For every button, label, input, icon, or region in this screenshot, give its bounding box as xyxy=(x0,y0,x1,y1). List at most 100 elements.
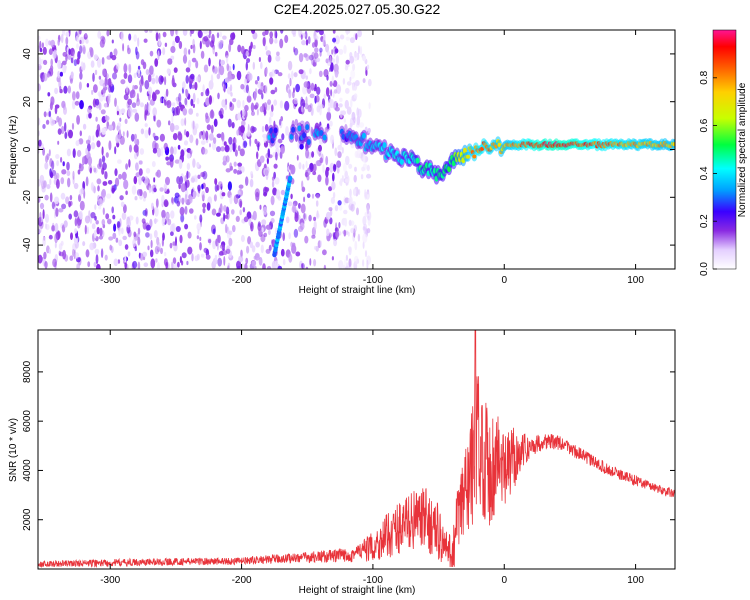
noise-speckle xyxy=(47,92,51,97)
noise-speckle xyxy=(338,260,344,269)
noise-speckle xyxy=(180,213,185,223)
noise-speckle xyxy=(154,218,157,225)
noise-speckle xyxy=(339,34,345,40)
noise-speckle xyxy=(344,178,350,183)
noise-speckle xyxy=(69,194,73,201)
noise-speckle xyxy=(217,234,221,244)
noise-speckle xyxy=(313,259,317,267)
noise-speckle xyxy=(210,124,214,134)
noise-speckle xyxy=(292,242,296,247)
noise-speckle xyxy=(50,96,55,106)
noise-speckle xyxy=(184,117,187,126)
noise-speckle xyxy=(348,258,352,268)
noise-speckle xyxy=(203,247,209,253)
noise-speckle xyxy=(237,145,241,152)
noise-speckle xyxy=(93,54,99,61)
noise-speckle xyxy=(301,105,304,113)
noise-speckle xyxy=(79,188,83,197)
noise-speckle xyxy=(310,82,315,91)
noise-speckle xyxy=(192,190,197,198)
noise-speckle xyxy=(54,196,60,205)
noise-speckle xyxy=(203,148,208,155)
noise-speckle xyxy=(214,254,218,261)
noise-speckle xyxy=(190,30,195,34)
noise-speckle xyxy=(278,119,282,126)
noise-speckle xyxy=(70,71,74,79)
noise-speckle xyxy=(122,235,127,241)
noise-speckle xyxy=(341,175,344,183)
noise-speckle xyxy=(325,87,330,97)
noise-speckle xyxy=(171,261,174,269)
spectrogram-y-tick-label: -20 xyxy=(22,190,33,205)
noise-speckle xyxy=(120,79,126,85)
noise-speckle xyxy=(172,257,177,264)
noise-speckle xyxy=(254,80,258,85)
noise-speckle xyxy=(331,49,334,55)
noise-speckle xyxy=(38,139,42,147)
noise-speckle xyxy=(97,91,103,97)
noise-speckle xyxy=(253,104,258,110)
noise-speckle xyxy=(105,152,109,158)
noise-speckle xyxy=(159,133,165,142)
noise-speckle xyxy=(68,48,71,55)
noise-speckle xyxy=(354,166,357,172)
noise-speckle xyxy=(280,145,285,154)
noise-speckle xyxy=(293,228,299,238)
noise-speckle xyxy=(201,183,204,190)
noise-speckle xyxy=(57,140,60,145)
noise-speckle xyxy=(242,132,246,140)
noise-speckle xyxy=(123,179,129,190)
noise-speckle xyxy=(220,114,224,119)
noise-speckle xyxy=(206,124,212,131)
noise-speckle xyxy=(236,170,240,175)
noise-speckle xyxy=(330,89,333,97)
noise-speckle xyxy=(288,232,291,240)
noise-speckle xyxy=(114,168,118,177)
noise-speckle xyxy=(362,241,365,249)
noise-speckle xyxy=(305,160,308,169)
noise-speckle xyxy=(104,115,110,122)
noise-speckle xyxy=(346,81,352,86)
noise-speckle xyxy=(184,223,189,230)
noise-speckle xyxy=(293,72,298,78)
noise-speckle xyxy=(333,238,338,247)
noise-speckle xyxy=(199,214,203,223)
noise-speckle xyxy=(356,149,362,158)
noise-speckle xyxy=(238,255,244,263)
noise-speckle xyxy=(93,261,97,268)
noise-speckle xyxy=(144,110,147,121)
noise-speckle xyxy=(295,251,301,257)
noise-speckle xyxy=(292,203,296,214)
noise-speckle xyxy=(270,89,276,95)
noise-speckle xyxy=(200,50,205,59)
noise-speckle xyxy=(294,118,299,126)
noise-speckle xyxy=(41,42,45,49)
noise-speckle xyxy=(119,117,122,122)
noise-speckle xyxy=(159,187,164,192)
noise-speckle xyxy=(131,102,137,108)
noise-speckle xyxy=(163,142,168,151)
noise-speckle xyxy=(326,74,329,81)
noise-speckle xyxy=(128,63,132,74)
noise-speckle xyxy=(268,229,271,236)
noise-speckle xyxy=(248,90,250,97)
noise-speckle xyxy=(97,163,102,170)
noise-speckle xyxy=(78,138,84,145)
noise-speckle xyxy=(265,66,268,75)
ridge-point xyxy=(362,132,366,139)
noise-speckle xyxy=(353,93,358,99)
noise-speckle xyxy=(255,241,260,248)
colorbar-tick-label: 0.0 xyxy=(699,262,710,276)
noise-speckle xyxy=(85,139,91,145)
noise-speckle xyxy=(140,102,144,108)
noise-speckle xyxy=(149,233,153,240)
noise-speckle xyxy=(359,46,363,56)
noise-speckle xyxy=(60,156,63,163)
noise-speckle xyxy=(327,107,331,113)
noise-speckle xyxy=(314,47,319,53)
noise-speckle xyxy=(270,217,275,224)
noise-speckle xyxy=(42,147,45,156)
noise-speckle xyxy=(106,30,110,37)
noise-speckle xyxy=(208,133,214,141)
noise-speckle xyxy=(362,153,366,163)
